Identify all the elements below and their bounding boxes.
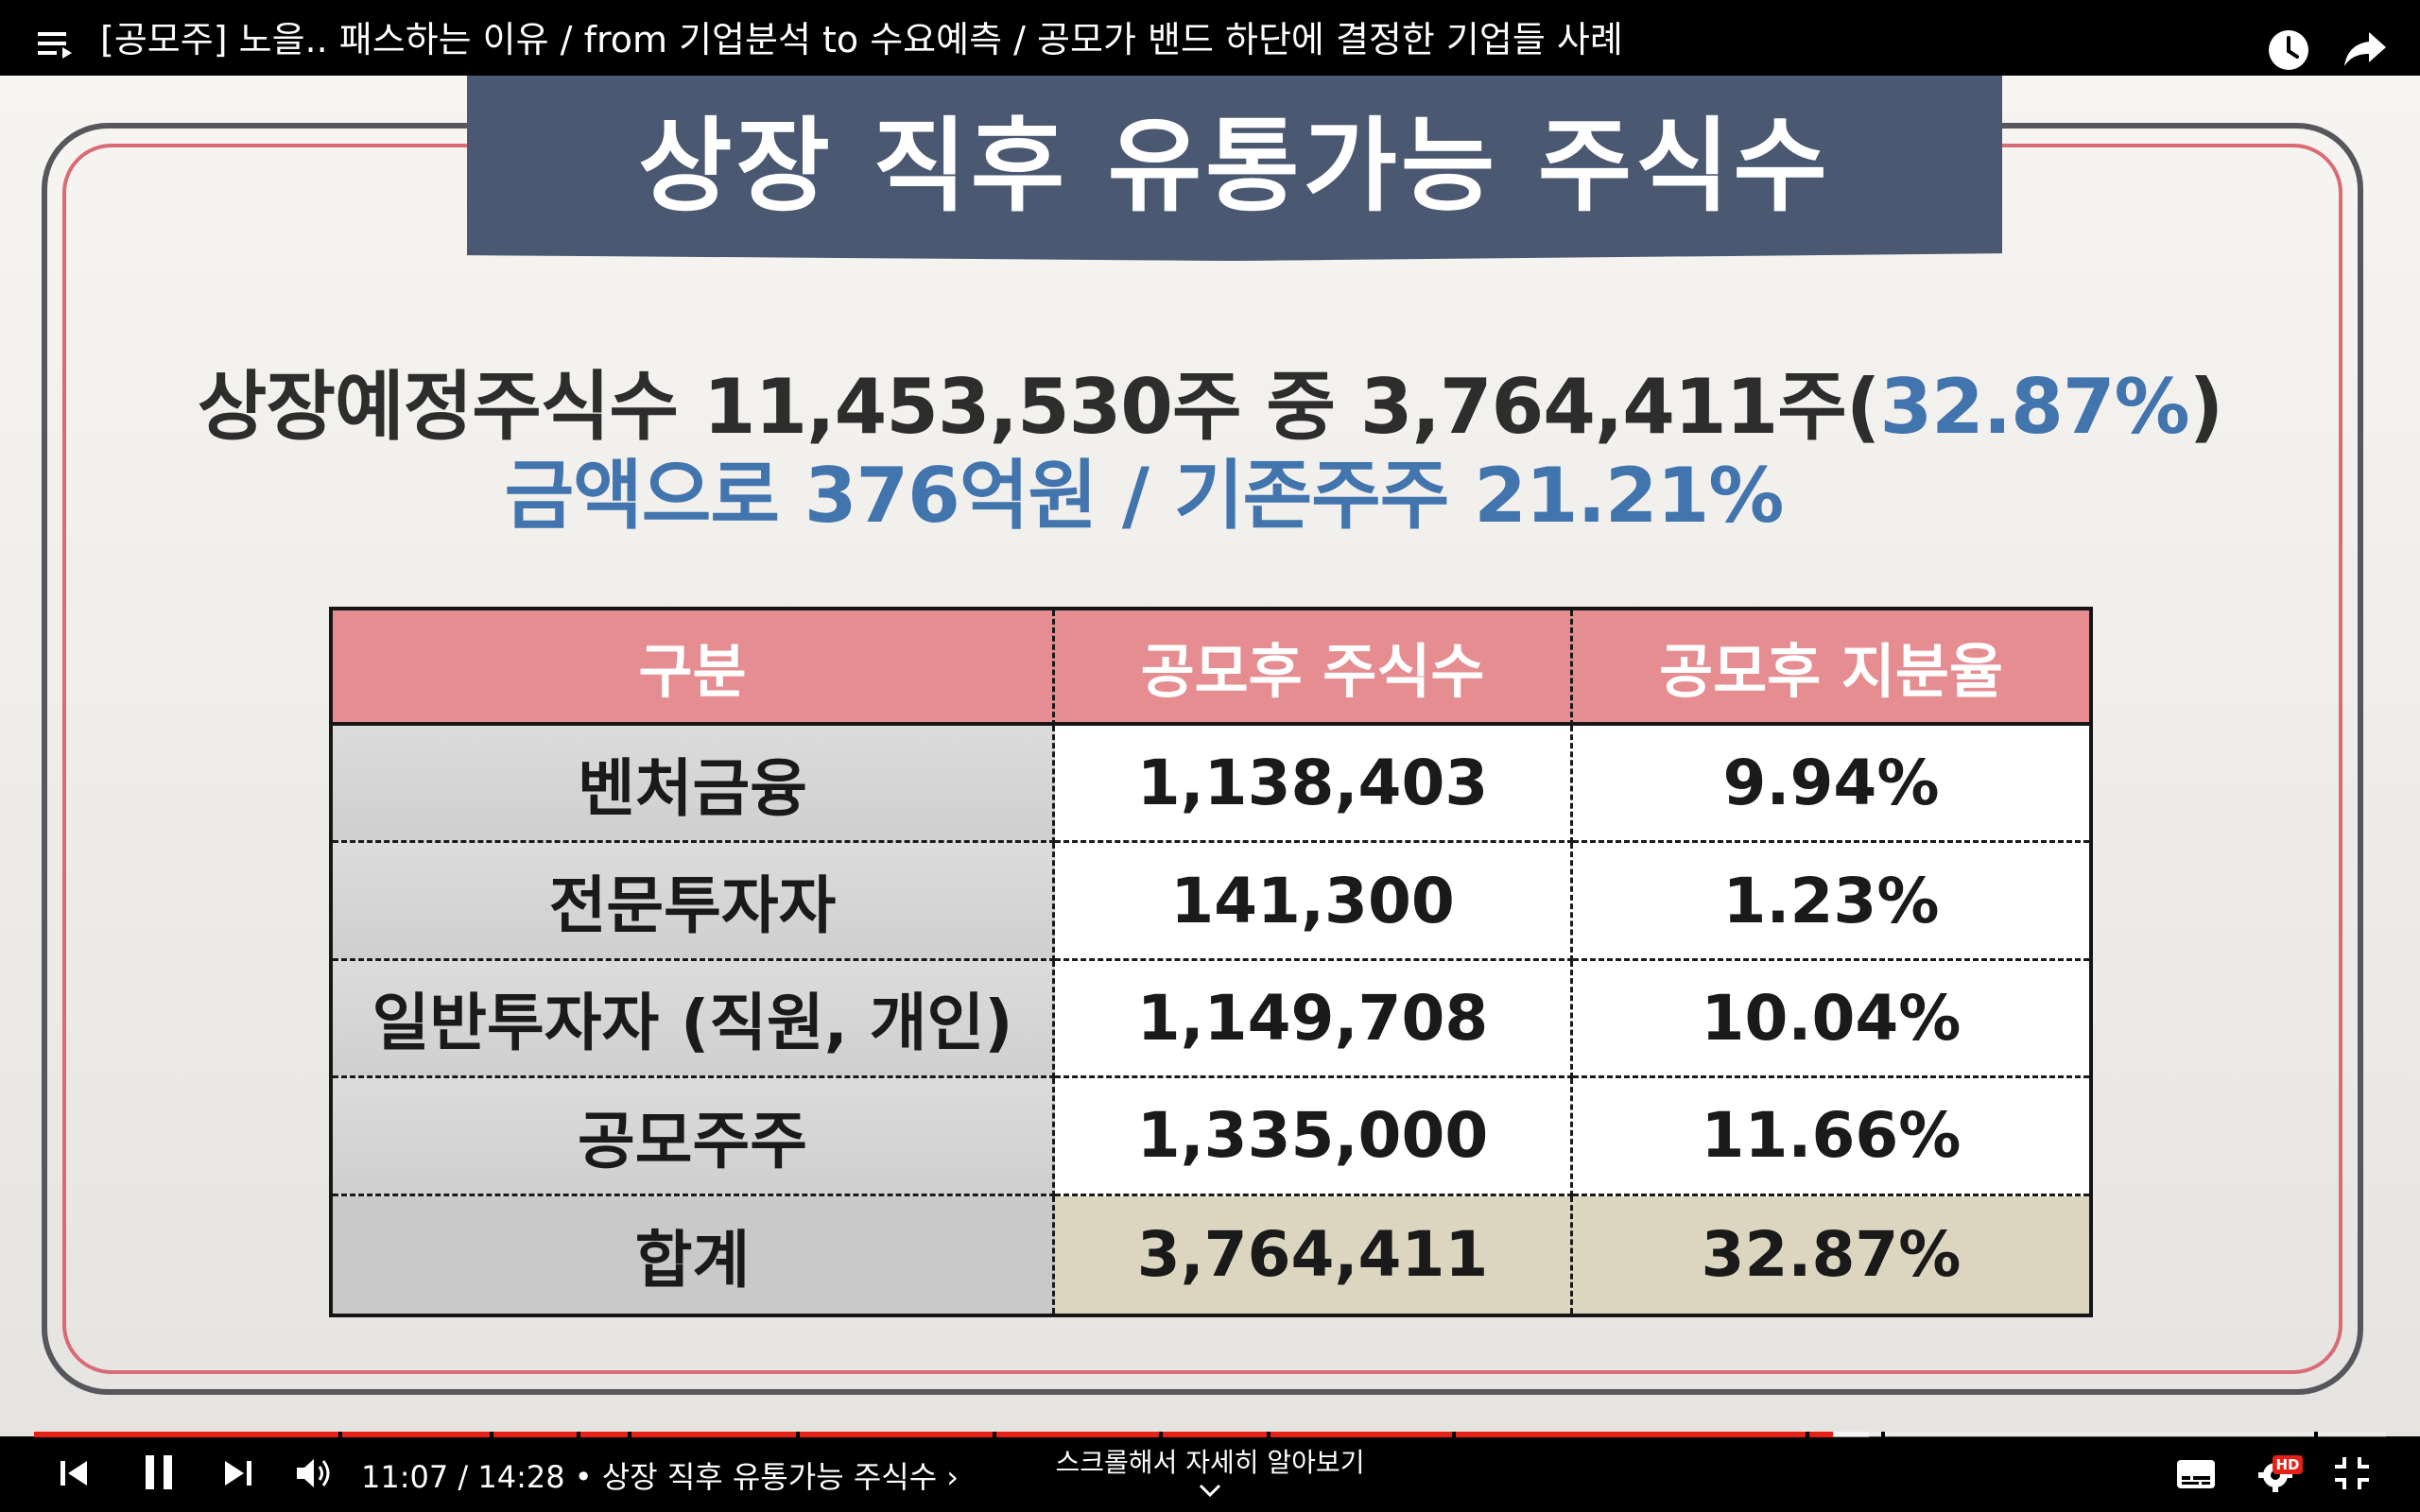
- table-header-ratio: 공모후 지분율: [1573, 610, 2089, 726]
- chapter-marker: [338, 1432, 342, 1437]
- previous-icon[interactable]: [57, 1457, 91, 1489]
- table-row-label: 공모주주: [333, 1078, 1055, 1196]
- chapter-marker: [490, 1432, 493, 1437]
- pause-icon[interactable]: [142, 1453, 176, 1491]
- summary-line-1: 상장예정주식수 11,453,530주 중 3,764,411주(32.87%): [0, 346, 2420, 455]
- progress-bar[interactable]: [34, 1432, 2386, 1437]
- chapter-marker: [796, 1432, 800, 1437]
- table-total-label: 합계: [333, 1195, 1055, 1314]
- top-bar: [공모주] 노을.. 패스하는 이유 / from 기업분석 to 수요예측 /…: [0, 0, 2420, 76]
- slide: 상장 직후 유통가능 주식수 상장예정주식수 11,453,530주 중 3,7…: [0, 76, 2420, 1436]
- slide-title: 상장 직후 유통가능 주식수: [638, 108, 1831, 226]
- table-cell-ratio: 11.66%: [1573, 1078, 2089, 1196]
- table-row-label: 전문투자자: [333, 843, 1055, 961]
- subtitles-icon[interactable]: [2176, 1459, 2216, 1489]
- playlist-icon[interactable]: [36, 21, 78, 62]
- table-cell-shares: 1,335,000: [1055, 1078, 1573, 1196]
- next-icon[interactable]: [221, 1457, 255, 1489]
- exit-fullscreen-icon[interactable]: [2333, 1455, 2371, 1491]
- scroll-hint[interactable]: 스크롤해서 자세히 알아보기: [1055, 1447, 1365, 1478]
- table-cell-shares: 1,149,708: [1055, 960, 1573, 1079]
- table-cell-ratio: 1.23%: [1573, 843, 2089, 961]
- volume-icon[interactable]: [295, 1455, 335, 1491]
- watch-later-icon[interactable]: [2267, 28, 2310, 72]
- player-controls: [0, 1437, 2420, 1512]
- chapter-marker: [1881, 1432, 1885, 1437]
- chevron-down-icon[interactable]: [1197, 1482, 1223, 1499]
- chapter-marker: [1452, 1432, 1456, 1437]
- video-title[interactable]: [공모주] 노을.. 패스하는 이유 / from 기업분석 to 수요예측 /…: [100, 19, 1623, 60]
- slide-title-banner: 상장 직후 유통가능 주식수: [467, 76, 2002, 261]
- summary-line-1-suffix: ): [2188, 363, 2224, 451]
- table-cell-shares: 141,300: [1055, 843, 1573, 961]
- table-total-ratio: 32.87%: [1573, 1195, 2089, 1314]
- chapter-marker: [577, 1432, 580, 1437]
- summary-line-1-prefix: 상장예정주식수 11,453,530주 중 3,764,411주(: [197, 363, 1881, 451]
- table-cell-ratio: 10.04%: [1573, 960, 2089, 1079]
- chapter-marker: [628, 1432, 631, 1437]
- chapter-marker: [2314, 1432, 2318, 1437]
- chapter-marker: [1806, 1432, 1809, 1437]
- summary-line-2: 금액으로 376억원 / 기존주주 21.21%: [504, 452, 1785, 540]
- table-cell-shares: 1,138,403: [1055, 726, 1573, 844]
- table-row-label: 일반투자자 (직원, 개인): [333, 960, 1055, 1079]
- table-cell-ratio: 9.94%: [1573, 726, 2089, 844]
- table-header-shares: 공모후 주식수: [1055, 610, 1573, 726]
- share-table: 구분 공모후 주식수 공모후 지분율 벤처금융 1,138,403 9.94% …: [329, 607, 2093, 1317]
- chapter-marker: [993, 1432, 996, 1437]
- table-total-shares: 3,764,411: [1055, 1195, 1573, 1314]
- summary-line-1-highlight: 32.87%: [1879, 363, 2189, 451]
- table-row-label: 벤처금융: [333, 726, 1055, 844]
- progress-played: [34, 1432, 1834, 1437]
- share-icon[interactable]: [2342, 28, 2388, 70]
- chapter-marker: [1159, 1432, 1163, 1437]
- hd-badge: HD: [2273, 1455, 2303, 1474]
- table-header-category: 구분: [333, 610, 1055, 726]
- time-display[interactable]: 11:07 / 14:28 • 상장 직후 유통가능 주식수 ›: [361, 1459, 959, 1495]
- progress-buffered: [1833, 1432, 1869, 1437]
- chapter-marker: [1267, 1432, 1270, 1437]
